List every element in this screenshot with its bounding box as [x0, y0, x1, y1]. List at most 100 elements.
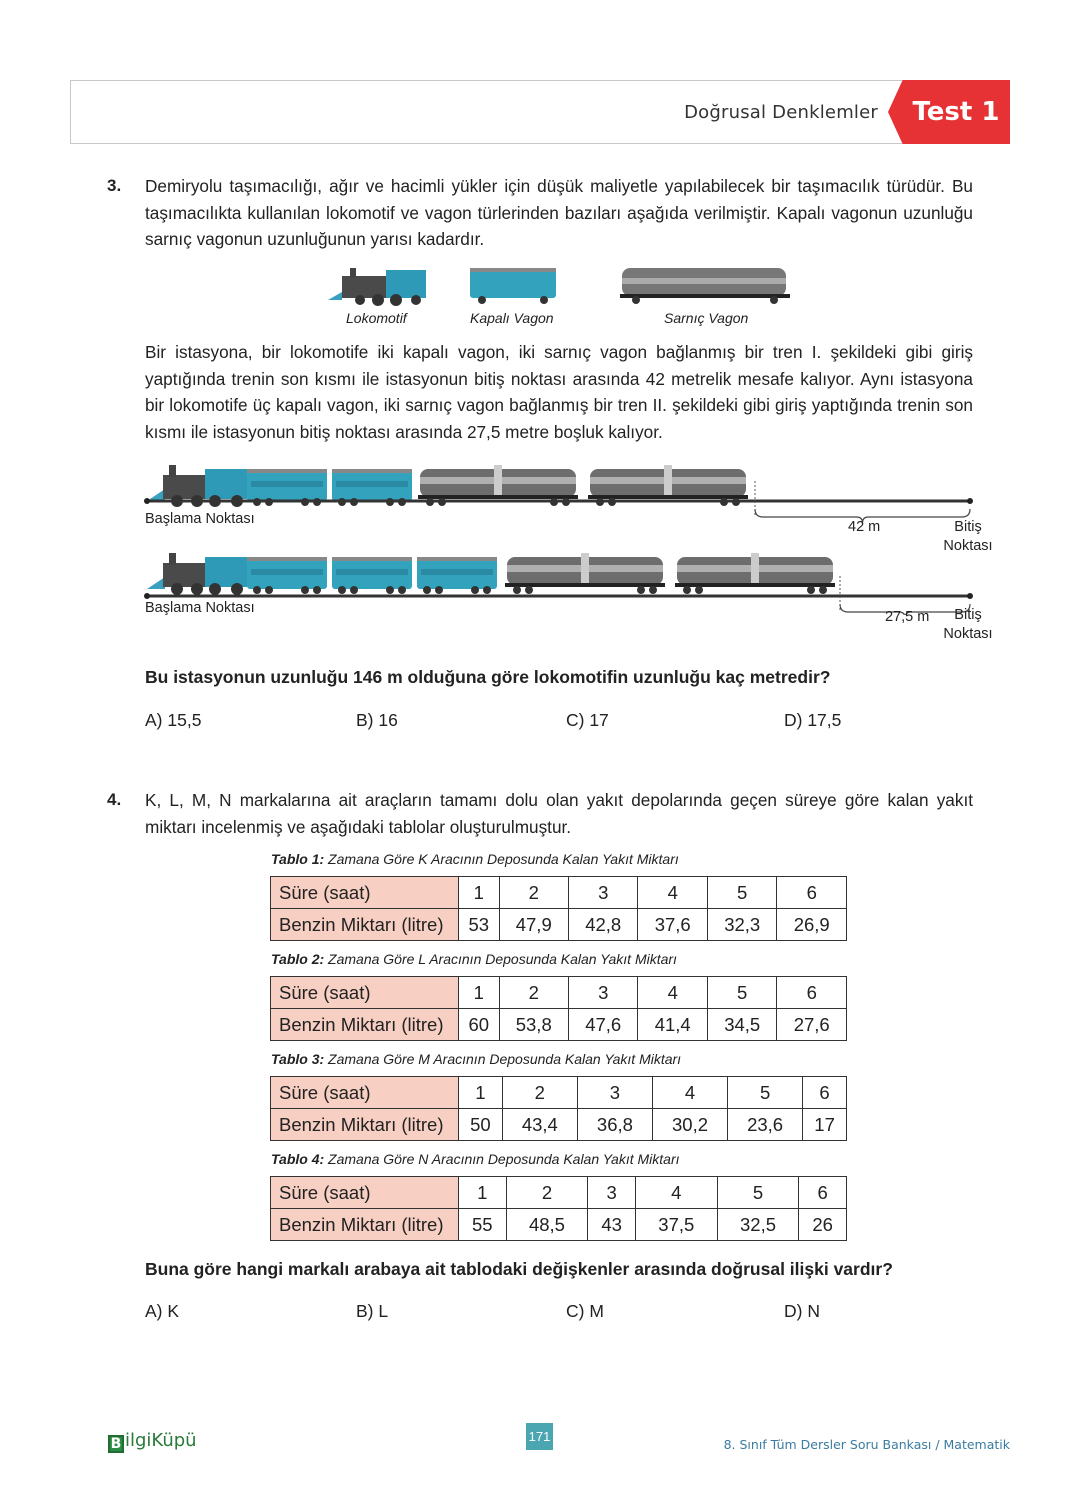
end-point-marker [967, 498, 973, 504]
table-row: Süre (saat) 1 2 3 4 5 6 [270, 976, 847, 1009]
end-point-label-1: Bitiş Noktası [943, 519, 993, 554]
gap-brace [754, 508, 971, 524]
hour-cell: 2 [498, 976, 569, 1009]
table-caption: Tablo 1: Zamana Göre K Aracının Deposund… [271, 851, 679, 867]
table-caption: Tablo 2: Zamana Göre L Aracının Deposund… [271, 951, 677, 967]
question-number: 3. [107, 176, 122, 195]
question-number: 4. [107, 790, 122, 809]
start-point-label-2: Başlama Noktası [145, 600, 255, 616]
value-cell: 23,6 [727, 1108, 804, 1141]
value-cell: 43 [587, 1208, 636, 1241]
start-point-marker [144, 593, 150, 599]
row-header: Süre (saat) [270, 1176, 459, 1209]
row-header: Benzin Miktarı (litre) [270, 1008, 459, 1041]
value-cell: 53 [458, 908, 500, 941]
hour-cell: 2 [498, 876, 569, 909]
value-cell: 47,6 [567, 1008, 639, 1041]
closed-wagon-icon [470, 268, 556, 304]
hour-cell: 5 [706, 876, 778, 909]
legend-closed-wagon: Kapalı Vagon [470, 310, 554, 326]
option-a[interactable]: A) 15,5 [145, 710, 202, 730]
table-row: Benzin Miktarı (litre) 50 43,4 36,8 30,2 23,6… [270, 1108, 847, 1141]
hour-cell: 6 [802, 1076, 847, 1109]
row-header: Süre (saat) [270, 1076, 459, 1109]
value-cell: 26,9 [776, 908, 847, 941]
row-header: Benzin Miktarı (litre) [270, 1108, 459, 1141]
hour-cell: 6 [798, 1176, 847, 1209]
option-c[interactable]: C) 17 [566, 710, 609, 730]
hour-cell: 4 [637, 976, 708, 1009]
hour-cell: 3 [587, 1176, 636, 1209]
option-d[interactable]: D) 17,5 [784, 710, 842, 730]
page-header: Doğrusal Denklemler Test 1 [70, 80, 1010, 144]
page-number: 171 [526, 1423, 553, 1450]
fuel-table-3: Süre (saat) 1 2 3 4 5 6 Benzin Miktarı (litre) 5… [270, 1076, 847, 1141]
locomotive [147, 489, 165, 501]
legend-tank-wagon: Sarnıç Vagon [664, 310, 749, 326]
gap-label-1: 42 m [848, 519, 881, 535]
row-header: Süre (saat) [270, 876, 459, 909]
end-point-marker [967, 593, 973, 599]
gap-label-2: 27,5 m [885, 609, 930, 625]
table-row: Benzin Miktarı (litre) 53 47,9 42,8 37,6 32,3… [270, 908, 847, 941]
value-cell: 48,5 [505, 1208, 589, 1241]
hour-cell: 3 [567, 876, 639, 909]
hour-cell: 1 [458, 1176, 507, 1209]
start-point-label-1: Başlama Noktası [145, 511, 255, 527]
value-cell: 43,4 [501, 1108, 578, 1141]
value-cell: 41,4 [637, 1008, 708, 1041]
question-intro: Demiryolu taşımacılığı, ağır ve hacimli … [145, 176, 973, 250]
row-header: Benzin Miktarı (litre) [270, 1208, 459, 1241]
hour-cell: 2 [505, 1176, 589, 1209]
value-cell: 47,9 [498, 908, 569, 941]
test-badge: Test 1 [888, 80, 1010, 144]
value-cell: 42,8 [567, 908, 639, 941]
value-cell: 37,5 [634, 1208, 718, 1241]
end-point-label-2: Bitiş Noktası [943, 607, 993, 642]
hour-cell: 4 [634, 1176, 718, 1209]
hour-cell: 6 [776, 976, 847, 1009]
table-caption: Tablo 4: Zamana Göre N Aracının Deposund… [271, 1151, 680, 1167]
start-point-marker [144, 498, 150, 504]
book-title: 8. Sınıf Tüm Dersler Soru Bankası / Mate… [723, 1437, 1010, 1452]
table-row: Süre (saat) 1 2 3 4 5 6 [270, 1176, 847, 1209]
locomotive [147, 577, 165, 589]
train-figures [144, 465, 973, 615]
value-cell: 30,2 [651, 1108, 729, 1141]
hour-cell: 3 [576, 1076, 653, 1109]
option-a[interactable]: A) K [145, 1301, 180, 1321]
option-b[interactable]: B) 16 [356, 710, 398, 730]
table-row: Benzin Miktarı (litre) 55 48,5 43 37,5 32,5 26 [270, 1208, 847, 1241]
hour-cell: 6 [776, 876, 847, 909]
wagon-legend-figure [328, 268, 790, 306]
legend-locomotive: Lokomotif [346, 310, 407, 326]
value-cell: 53,8 [498, 1008, 569, 1041]
option-c[interactable]: C) M [566, 1301, 604, 1321]
fuel-table-4: Süre (saat) 1 2 3 4 5 6 Benzin Miktarı (litre) 5… [270, 1176, 847, 1241]
table-row: Süre (saat) 1 2 3 4 5 6 [270, 876, 847, 909]
value-cell: 32,3 [706, 908, 778, 941]
fuel-table-1: Süre (saat) 1 2 3 4 5 6 Benzin Miktarı (litre) 5… [270, 876, 847, 941]
table-row: Benzin Miktarı (litre) 60 53,8 47,6 41,4 34,5… [270, 1008, 847, 1041]
option-d[interactable]: D) N [784, 1301, 820, 1321]
locomotive-icon [328, 268, 426, 306]
value-cell: 27,6 [776, 1008, 847, 1041]
option-b[interactable]: B) L [356, 1301, 389, 1321]
question-prompt: Buna göre hangi markalı arabaya ait tabl… [145, 1259, 893, 1279]
value-cell: 55 [458, 1208, 507, 1241]
fuel-table-2: Süre (saat) 1 2 3 4 5 6 Benzin Miktarı (litre) 6… [270, 976, 847, 1041]
value-cell: 32,5 [716, 1208, 800, 1241]
row-header: Benzin Miktarı (litre) [270, 908, 459, 941]
question-intro: K, L, M, N markalarına ait araçların tam… [145, 790, 973, 837]
table-caption: Tablo 3: Zamana Göre M Aracının Deposund… [271, 1051, 682, 1067]
hour-cell: 5 [706, 976, 778, 1009]
hour-cell: 1 [458, 1076, 503, 1109]
hour-cell: 4 [651, 1076, 729, 1109]
hour-cell: 4 [637, 876, 708, 909]
value-cell: 34,5 [706, 1008, 778, 1041]
value-cell: 37,6 [637, 908, 708, 941]
value-cell: 26 [798, 1208, 847, 1241]
chapter-title: Doğrusal Denklemler [684, 102, 878, 123]
hour-cell: 3 [567, 976, 639, 1009]
